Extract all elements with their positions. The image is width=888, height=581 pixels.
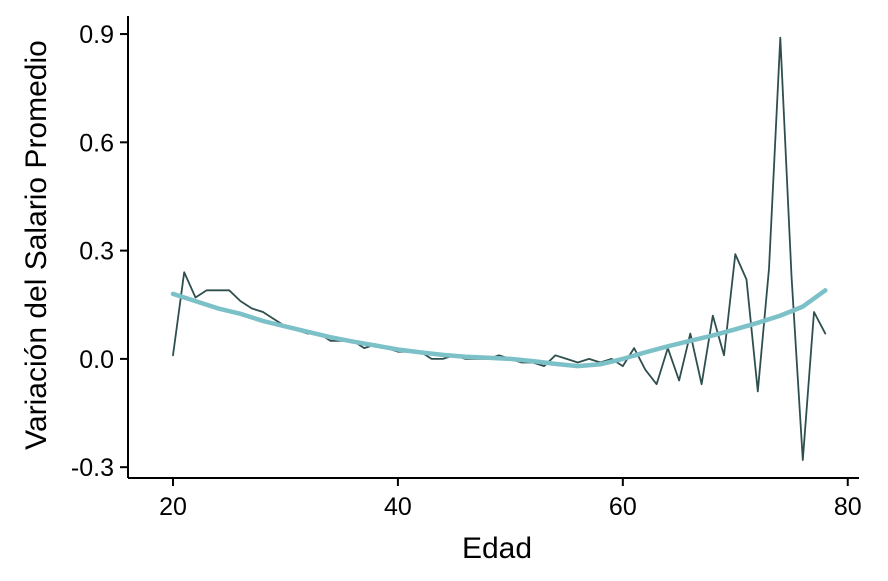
- y-tick-label: 0.9: [79, 21, 114, 49]
- y-axis-ticks: -0.3 0.0 0.3 0.6 0.9: [71, 21, 128, 482]
- x-tick-label: 80: [834, 493, 862, 521]
- x-tick-label: 40: [384, 493, 412, 521]
- y-tick-label: 0.0: [79, 346, 114, 374]
- raw-data-line: [172, 36, 827, 461]
- x-axis-title: Edad: [462, 532, 532, 565]
- y-axis-title: Variación del Salario Promedio: [20, 40, 53, 450]
- y-tick-label: 0.6: [79, 129, 114, 157]
- x-axis-ticks: 20 40 60 80: [159, 478, 862, 521]
- y-tick-label: -0.3: [71, 454, 114, 482]
- smoothed-trend-line: [170, 288, 828, 369]
- plot-area: [170, 36, 828, 461]
- y-tick-label: 0.3: [79, 238, 114, 266]
- x-tick-label: 60: [609, 493, 637, 521]
- x-tick-label: 20: [159, 493, 187, 521]
